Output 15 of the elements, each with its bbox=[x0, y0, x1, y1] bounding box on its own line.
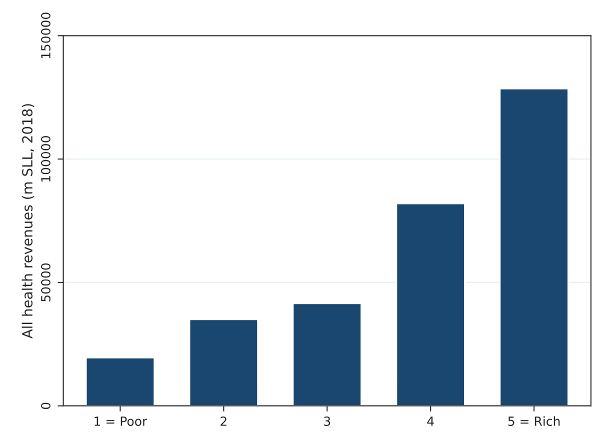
y-tick-label: 100000 bbox=[41, 136, 50, 182]
x-tick-label: 5 = Rich bbox=[508, 416, 560, 426]
bar bbox=[292, 302, 362, 406]
x-tick-label: 2 bbox=[220, 416, 226, 426]
bar bbox=[188, 318, 259, 406]
y-axis-title: All health revenues (m SLL, 2018) bbox=[22, 104, 34, 339]
y-tick-label: 50000 bbox=[41, 263, 50, 302]
x-tick-label: 4 bbox=[427, 416, 434, 426]
bar bbox=[499, 88, 569, 406]
x-tick-label: 3 bbox=[324, 416, 330, 426]
y-tick-label: 0 bbox=[41, 402, 50, 410]
bar bbox=[396, 202, 466, 406]
bar bbox=[85, 357, 156, 406]
x-tick-label: 1 = Poor bbox=[94, 416, 148, 426]
y-tick-label: 150000 bbox=[41, 12, 50, 58]
